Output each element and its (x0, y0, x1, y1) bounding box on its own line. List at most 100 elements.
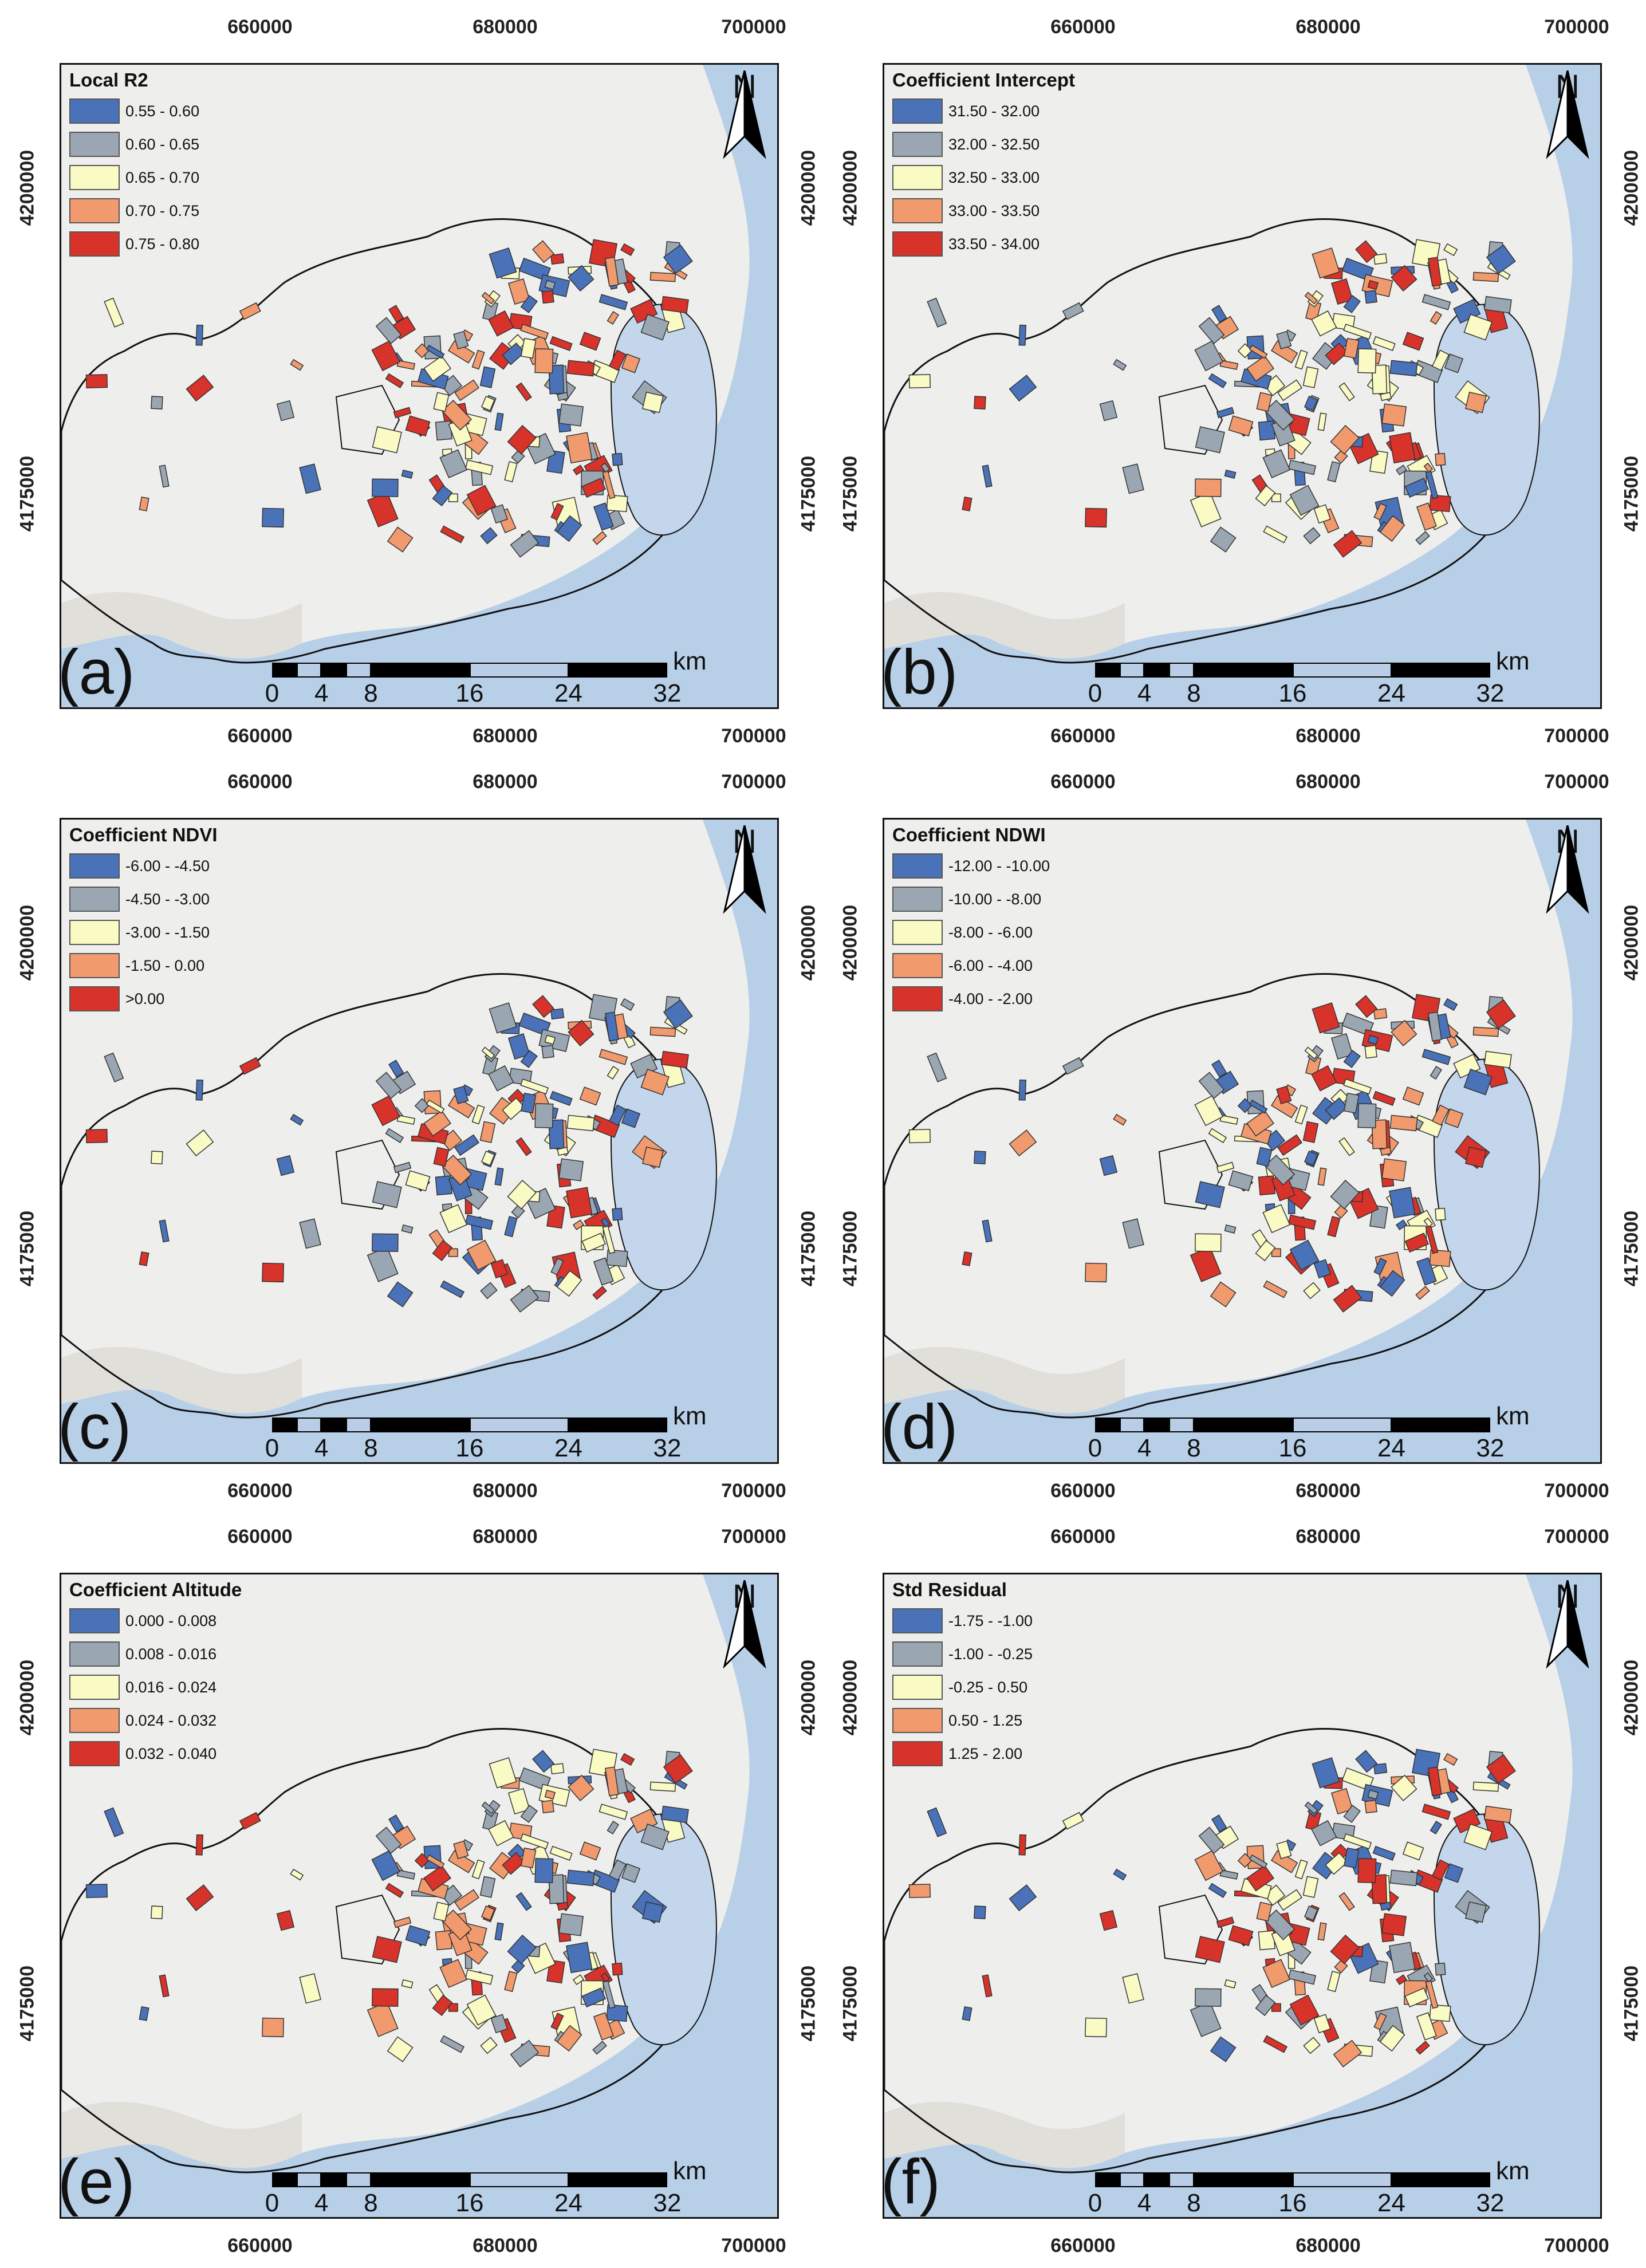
northing-tick-label: 4175000 (839, 1210, 861, 1287)
parcel (607, 310, 620, 325)
parcel (608, 1859, 627, 1881)
parcel (104, 1052, 124, 1082)
parcel (1431, 349, 1450, 371)
parcel (1216, 407, 1235, 419)
legend-label: >0.00 (125, 990, 165, 1007)
easting-tick-label: 700000 (1544, 1526, 1609, 1548)
parcel (1325, 1852, 1348, 1875)
parcel (520, 1804, 538, 1823)
parcel (1486, 1754, 1516, 1784)
parcel (299, 463, 321, 494)
scale-tick-label: 8 (1187, 1434, 1201, 1462)
parcel (1277, 379, 1303, 401)
parcel (466, 1239, 497, 1271)
legend-label: 32.00 - 32.50 (948, 135, 1040, 153)
legend-swatch (892, 198, 943, 223)
parcel (550, 503, 564, 521)
legend-item: -0.25 - 0.50 (892, 1671, 1033, 1704)
parcel (1302, 1121, 1319, 1143)
parcel (1343, 324, 1372, 340)
parcel (568, 1774, 594, 1802)
parcel (521, 1847, 537, 1869)
parcel (592, 531, 607, 545)
map-frame: Coefficient Intercept 31.50 - 32.00 32.00 … (883, 63, 1602, 709)
parcel (1195, 1988, 1222, 2007)
parcel (195, 1079, 204, 1101)
parcel (1465, 391, 1487, 414)
parcel (510, 530, 540, 558)
easting-tick-label: 680000 (1295, 16, 1361, 38)
legend-item: -1.75 - -1.00 (892, 1604, 1033, 1637)
scale-tick-label: 24 (554, 679, 582, 707)
parcel (507, 1787, 530, 1815)
northing-tick-label: 4175000 (797, 1210, 820, 1287)
legend-swatch (892, 1708, 943, 1733)
north-arrow-icon (723, 70, 766, 159)
map-frame: Coefficient Altitude 0.000 - 0.008 0.008 -… (60, 1573, 779, 2219)
parcel (1325, 1097, 1348, 1120)
parcel (1276, 1085, 1292, 1105)
scale-segment (1120, 663, 1145, 678)
parcel (1379, 1270, 1405, 1297)
legend-swatch (69, 198, 120, 223)
parcel (440, 2035, 465, 2053)
parcel (85, 374, 108, 389)
parcel (1216, 1161, 1235, 1174)
parcel (1018, 1834, 1027, 1856)
scale-tick-label: 0 (265, 2189, 279, 2217)
parcel (1113, 1868, 1127, 1881)
north-arrow-icon (1546, 1580, 1589, 1669)
parcel (290, 359, 304, 371)
parcel (532, 995, 555, 1018)
parcel (441, 1155, 472, 1186)
legend-swatch (892, 1641, 943, 1667)
legend-label: 0.032 - 0.040 (125, 1745, 217, 1762)
parcel (448, 1248, 458, 1257)
parcel (1224, 1224, 1237, 1234)
parcel (1389, 1187, 1416, 1219)
parcel (1262, 449, 1291, 479)
legend-label: -6.00 - -4.50 (125, 857, 210, 875)
parcels (908, 239, 1516, 558)
sea (884, 820, 1600, 1462)
parcel (1313, 2014, 1331, 2034)
parcel (1327, 1216, 1341, 1238)
parcel (982, 464, 993, 488)
easting-tick-label: 700000 (721, 16, 786, 38)
parcel (1395, 464, 1408, 476)
basemap (884, 65, 1600, 707)
northing-tick-label: 4175000 (839, 455, 861, 532)
parcel (1431, 1859, 1450, 1881)
scale-segment (1391, 663, 1490, 678)
parcel (290, 1868, 304, 1881)
parcel (1122, 1218, 1144, 1249)
legend-item: 0.65 - 0.70 (69, 161, 199, 194)
parcel (1373, 253, 1388, 265)
parcel (481, 1046, 495, 1060)
parcel (568, 1019, 594, 1047)
parcel (592, 1286, 607, 1300)
parcels (85, 994, 693, 1313)
parcel (602, 1225, 616, 1254)
parcel (1246, 355, 1274, 382)
scale-segment (1194, 663, 1293, 678)
parcel (640, 1823, 670, 1850)
parcel (433, 392, 450, 412)
legend-title: Coefficient Altitude (69, 1579, 242, 1600)
parcel (388, 1060, 404, 1078)
map-frame: Std Residual -1.75 - -1.00 -1.00 - -0.25 -0… (883, 1573, 1602, 2219)
parcel (1373, 1008, 1388, 1020)
parcel (1463, 313, 1493, 341)
legend-swatch (69, 1675, 120, 1700)
north-arrow: N (1542, 1580, 1593, 1706)
easting-tick-label: 680000 (1295, 1480, 1361, 1502)
parcel (1249, 344, 1268, 359)
legend-title: Coefficient NDVI (69, 824, 218, 845)
parcel (1062, 1057, 1084, 1075)
parcel (426, 344, 445, 359)
parcel (367, 2001, 399, 2037)
northing-tick-label: 4200000 (16, 904, 38, 981)
scale-tick-label: 32 (653, 2189, 682, 2217)
parcel (579, 1086, 601, 1106)
northing-tick-label: 4175000 (16, 1210, 38, 1287)
